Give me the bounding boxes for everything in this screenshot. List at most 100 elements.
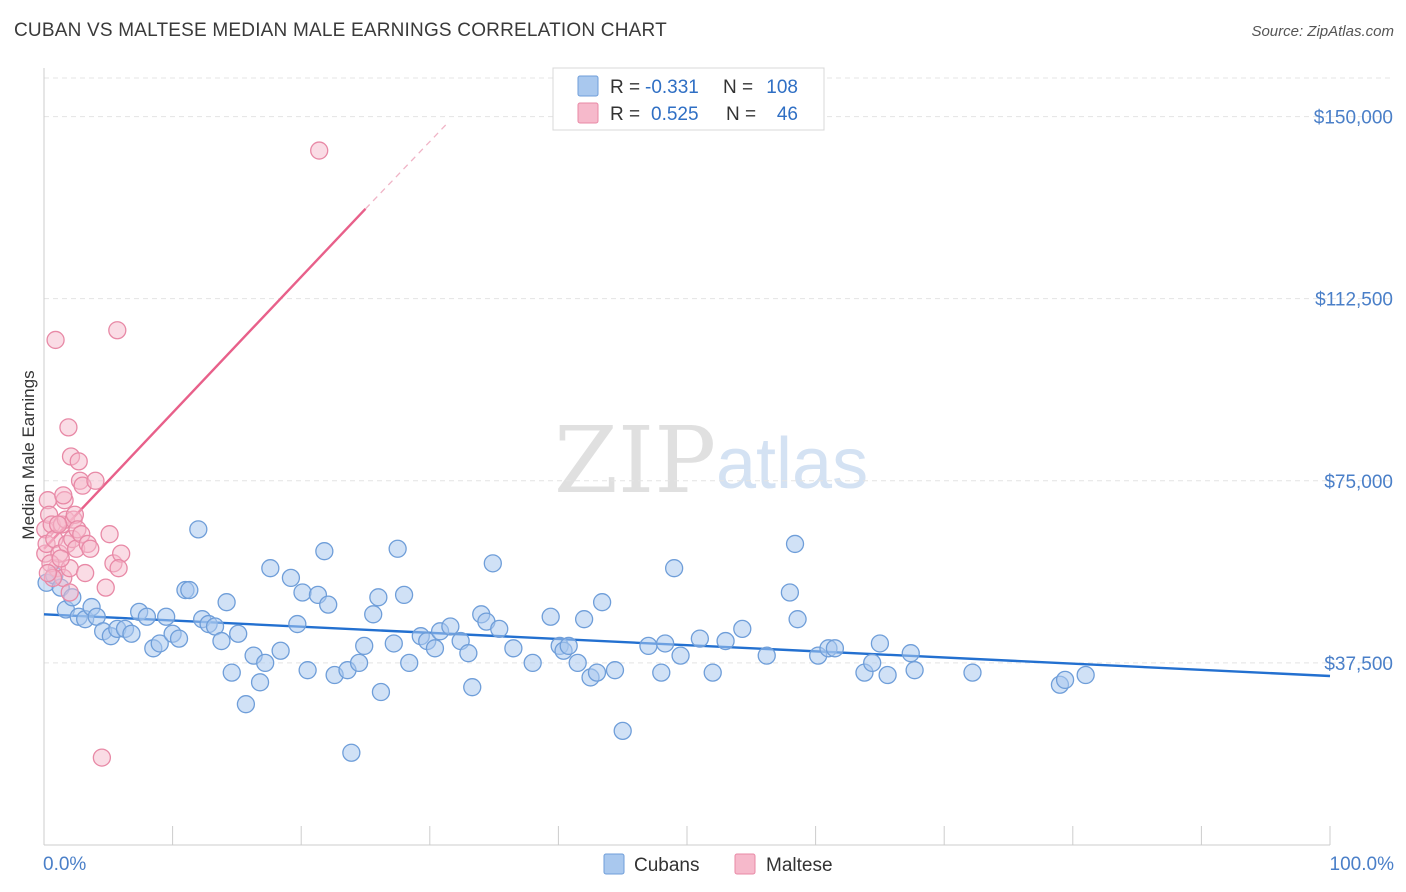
y-tick-label: $75,000 [1324, 472, 1393, 493]
legend-r-value-maltese: 0.525 [651, 104, 699, 125]
point-cubans [217, 593, 236, 612]
point-cubans [592, 593, 612, 612]
trend-line-cubans [43, 613, 1331, 678]
watermark-atlas: atlas [716, 424, 868, 504]
bottom-legend-label-cubans: Cubans [634, 855, 700, 876]
point-cubans [355, 636, 374, 656]
bottom-legend-swatch-cubans [603, 853, 625, 875]
point-cubans [703, 663, 722, 682]
point-cubans [664, 559, 684, 578]
point-maltese [96, 578, 115, 597]
point-maltese [51, 549, 70, 568]
trend-lines [43, 120, 1331, 678]
point-cubans [878, 665, 897, 685]
point-cubans [229, 624, 248, 643]
point-cubans [788, 610, 807, 629]
point-maltese [108, 321, 127, 340]
point-cubans [463, 678, 482, 697]
bottom-legend: Cubans Maltese [603, 853, 833, 876]
point-maltese [46, 330, 65, 350]
point-cubans [180, 580, 199, 600]
trend-line-maltese-extension [365, 120, 450, 210]
point-cubans [137, 607, 157, 626]
point-cubans [490, 619, 509, 639]
point-cubans [523, 653, 542, 673]
point-cubans [425, 639, 445, 658]
point-cubans [349, 653, 369, 673]
point-maltese [86, 471, 105, 490]
point-maltese [92, 748, 112, 767]
point-cubans [157, 607, 176, 626]
point-cubans [613, 721, 632, 741]
y-tick-labels: $37,500 $75,000 $112,500 $150,000 [1314, 108, 1393, 675]
point-cubans [716, 631, 735, 651]
point-cubans [690, 629, 710, 648]
point-cubans [574, 610, 594, 629]
point-cubans [441, 617, 460, 636]
point-cubans [236, 695, 256, 714]
point-cubans [901, 644, 920, 663]
x-tick-label-min: 0.0% [43, 854, 86, 875]
point-cubans [671, 646, 690, 665]
point-cubans [1076, 665, 1095, 685]
point-maltese [100, 525, 119, 544]
point-cubans [256, 653, 275, 673]
x-tick-label-max: 100.0% [1330, 854, 1395, 875]
point-maltese [109, 559, 128, 578]
legend-r-label-cubans: R = [610, 77, 640, 98]
point-maltese [310, 141, 329, 160]
point-cubans [483, 554, 502, 573]
legend-n-value-maltese: 46 [777, 104, 798, 125]
legend-r-value-cubans: -0.331 [645, 77, 699, 98]
point-cubans [459, 644, 478, 663]
point-cubans [504, 639, 523, 658]
point-cubans [250, 673, 270, 692]
point-cubans [271, 641, 290, 660]
point-cubans [288, 614, 307, 634]
point-cubans [281, 568, 301, 588]
point-cubans [169, 629, 189, 648]
point-cubans [384, 634, 403, 653]
point-maltese [76, 563, 95, 583]
point-cubans [541, 607, 560, 626]
point-maltese [54, 486, 73, 505]
point-cubans [785, 534, 805, 554]
point-maltese [69, 452, 88, 471]
point-cubans [605, 661, 625, 680]
point-cubans [388, 539, 407, 558]
point-cubans [733, 619, 752, 639]
legend: R = -0.331 N = 108 R = 0.525 N = 46 [552, 67, 825, 131]
y-tick-label: $37,500 [1324, 654, 1393, 675]
bottom-legend-swatch-maltese [734, 853, 756, 875]
point-cubans [319, 595, 338, 614]
point-cubans [315, 542, 334, 561]
legend-r-label-maltese: R = [610, 104, 640, 125]
point-cubans [222, 663, 241, 682]
data-points [36, 141, 1095, 767]
legend-n-label-cubans: N = [723, 77, 753, 98]
point-cubans [293, 583, 312, 602]
point-cubans [261, 559, 280, 578]
y-tick-label: $112,500 [1315, 290, 1393, 311]
point-cubans [189, 520, 208, 539]
point-maltese [48, 515, 68, 534]
point-cubans [587, 663, 607, 682]
axes [43, 68, 1331, 846]
point-cubans [371, 682, 391, 702]
point-cubans [905, 661, 924, 680]
legend-n-value-cubans: 108 [766, 77, 798, 98]
point-cubans [400, 653, 419, 673]
point-cubans [150, 634, 169, 653]
point-cubans [825, 639, 845, 658]
grid-lines [44, 77, 1392, 664]
point-cubans [364, 605, 383, 624]
point-cubans [652, 663, 671, 682]
point-maltese [38, 563, 58, 583]
point-cubans [369, 588, 388, 607]
trend-line-maltese [43, 208, 367, 550]
point-cubans [342, 743, 361, 762]
point-cubans [122, 624, 141, 643]
point-cubans [1055, 670, 1075, 690]
chart-source: Source: ZipAtlas.com [1251, 23, 1394, 40]
